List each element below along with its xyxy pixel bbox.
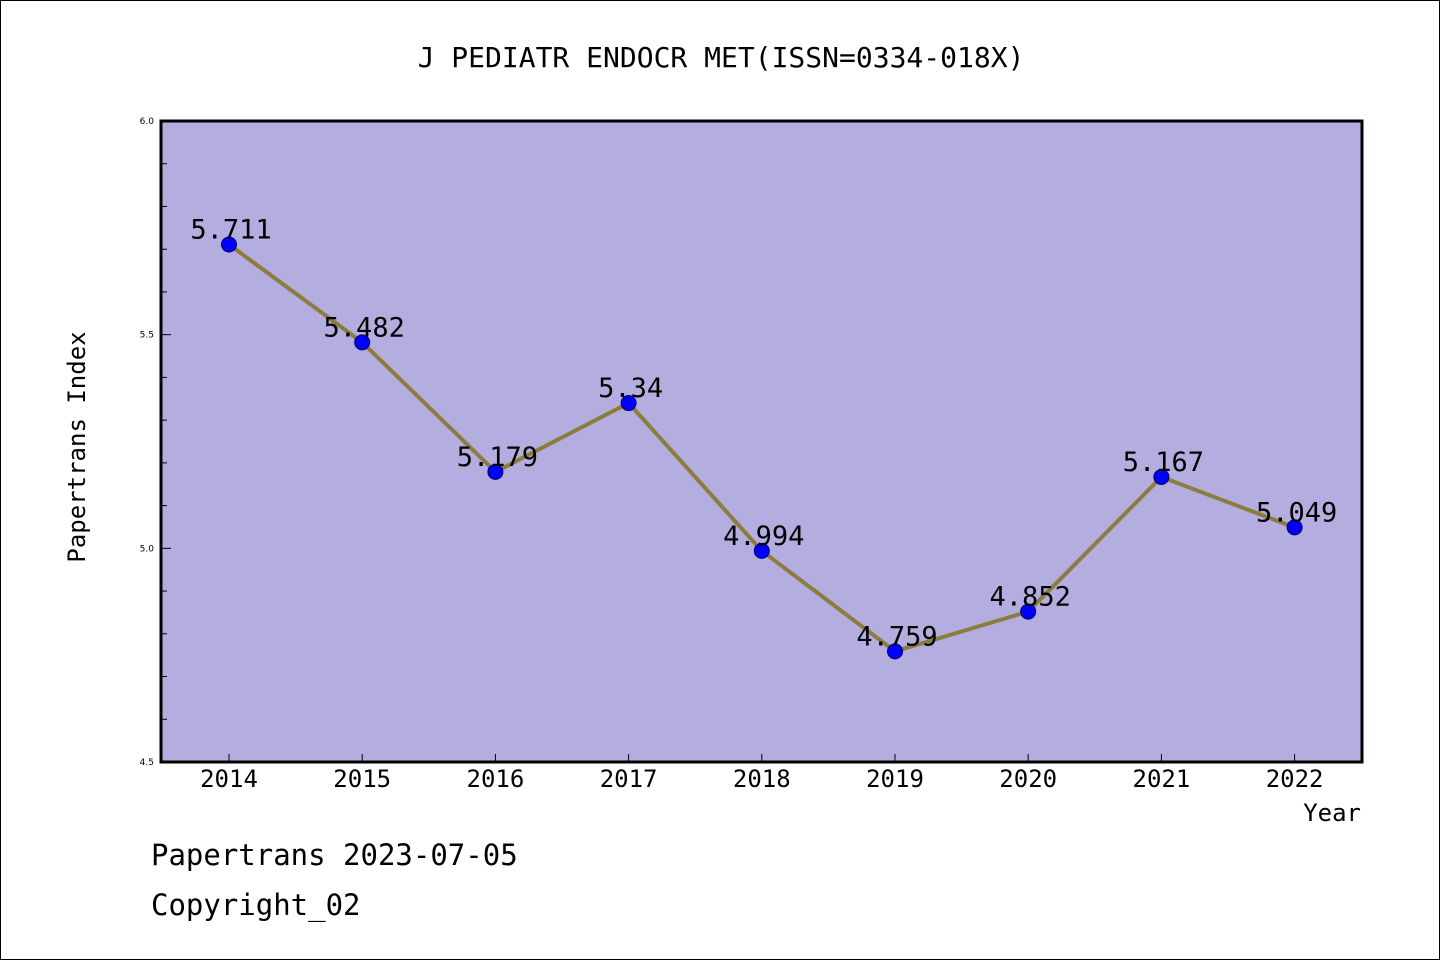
x-tick-label: 2014 bbox=[200, 765, 258, 793]
series-group: 5.711 5.482 5.179 5.34 4.994 4.759 4.852 5.167 5… bbox=[190, 214, 1337, 660]
y-axis-title: Papertrans Index bbox=[63, 331, 91, 562]
data-point bbox=[221, 236, 237, 253]
plot-area bbox=[159, 119, 1364, 764]
data-point bbox=[887, 643, 903, 660]
x-tick-label: 2020 bbox=[999, 765, 1057, 793]
data-point bbox=[1020, 603, 1037, 620]
data-point bbox=[1153, 468, 1170, 485]
y-tick-label: 4.5 bbox=[140, 758, 154, 768]
data-label: 4.994 bbox=[723, 521, 804, 552]
x-tick-label: 2017 bbox=[600, 765, 658, 793]
x-tick-label: 2016 bbox=[467, 765, 525, 793]
x-tick-label: 2015 bbox=[333, 765, 391, 793]
chart-title: J PEDIATR ENDOCR MET(ISSN=0334-018X) bbox=[418, 41, 1025, 74]
x-tick-label: 2018 bbox=[733, 765, 791, 793]
data-label: 5.711 bbox=[190, 214, 271, 245]
data-label: 4.759 bbox=[856, 621, 937, 652]
data-label: 5.482 bbox=[324, 312, 405, 343]
data-label: 5.167 bbox=[1123, 447, 1204, 478]
data-point bbox=[354, 334, 371, 351]
data-point bbox=[487, 463, 504, 480]
data-point bbox=[753, 542, 770, 559]
data-label: 4.852 bbox=[990, 582, 1071, 613]
y-tick-label: 6.0 bbox=[140, 117, 155, 127]
data-point bbox=[620, 395, 637, 412]
x-tick-label: 2019 bbox=[866, 765, 924, 793]
y-tick-label: 5.5 bbox=[140, 331, 154, 341]
footer-date: Papertrans 2023-07-05 bbox=[151, 838, 518, 872]
data-label: 5.34 bbox=[598, 373, 663, 404]
data-label: 5.179 bbox=[457, 442, 538, 473]
x-tick-label: 2021 bbox=[1133, 765, 1191, 793]
footer-copyright: Copyright_02 bbox=[151, 888, 361, 923]
y-axis: 4.5 5.0 5.5 6.0 bbox=[140, 117, 171, 768]
x-tick-label: 2022 bbox=[1266, 765, 1324, 793]
y-tick-label: 5.0 bbox=[140, 544, 155, 554]
data-point bbox=[1286, 519, 1303, 536]
x-axis: 2014 2015 2016 2017 2018 2019 2020 2021 2022 bbox=[200, 754, 1323, 793]
data-label: 5.049 bbox=[1256, 497, 1337, 528]
x-axis-title: Year bbox=[1303, 799, 1361, 827]
